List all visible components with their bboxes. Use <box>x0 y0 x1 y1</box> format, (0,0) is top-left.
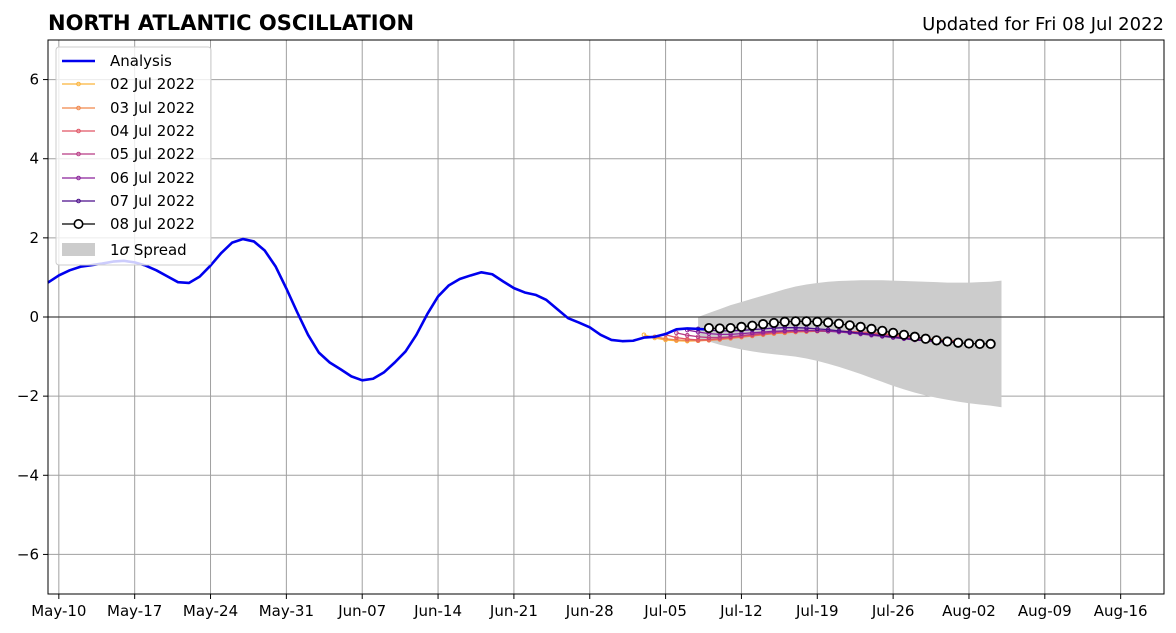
legend-label-04-jul: 04 Jul 2022 <box>110 122 195 140</box>
x-tick-label-2: May-24 <box>183 602 238 620</box>
latest-point-1 <box>714 323 725 334</box>
legend-item-07-jul: 07 Jul 2022 <box>62 192 195 210</box>
y-tick-label-2: −2 <box>17 387 39 405</box>
latest-point-11 <box>823 317 834 328</box>
legend: Analysis 02 Jul 2022 03 Jul 2022 04 Jul … <box>55 46 212 266</box>
latest-point-4 <box>747 320 758 331</box>
y-tick-label-5: 4 <box>29 150 39 168</box>
x-tick-label-7: Jun-28 <box>565 602 614 620</box>
legend-box <box>55 46 212 266</box>
latest-point-6 <box>768 317 780 329</box>
legend-item-02-jul: 02 Jul 2022 <box>62 75 195 93</box>
x-tick-label-11: Jul-26 <box>871 602 915 620</box>
y-tick-label-0: −6 <box>17 545 39 563</box>
y-tick-label-3: 0 <box>29 308 39 326</box>
y-axis: −6 −4 −2 0 2 4 6 <box>17 71 48 563</box>
legend-item-03-jul: 03 Jul 2022 <box>62 99 195 117</box>
latest-point-10 <box>812 316 823 327</box>
series-lines <box>47 237 996 382</box>
forecast-point-4-10 <box>793 328 798 333</box>
latest-point-21 <box>931 335 942 346</box>
latest-point-8 <box>790 316 801 327</box>
legend-label-05-jul: 05 Jul 2022 <box>110 145 195 163</box>
forecast-point-3-0 <box>674 330 679 336</box>
x-tick-label-12: Aug-02 <box>942 602 996 620</box>
x-tick-label-13: Aug-09 <box>1018 602 1072 620</box>
latest-point-20 <box>920 333 931 344</box>
x-tick-label-8: Jul-05 <box>643 602 687 620</box>
legend-label-06-jul: 06 Jul 2022 <box>110 169 195 187</box>
forecast-point-3-2 <box>695 334 701 340</box>
legend-label-analysis: Analysis <box>110 52 172 70</box>
x-tick-label-0: May-10 <box>31 602 86 620</box>
latest-point-25 <box>974 338 985 350</box>
legend-item-analysis: Analysis <box>62 52 172 70</box>
latest-point-2 <box>725 322 736 334</box>
y-tick-label-1: −4 <box>17 466 39 484</box>
legend-label-03-jul: 03 Jul 2022 <box>110 99 195 117</box>
forecast-point-2-1 <box>674 335 679 340</box>
latest-point-26 <box>985 338 996 350</box>
x-tick-label-6: Jun-21 <box>489 602 538 620</box>
legend-item-08-jul: 08 Jul 2022 <box>62 215 195 233</box>
latest-point-9 <box>801 316 812 327</box>
forecast-point-5-12 <box>825 327 831 332</box>
y-tick-label-4: 2 <box>29 229 39 247</box>
latest-point-22 <box>942 336 953 347</box>
forecast-point-5-11 <box>814 326 820 332</box>
chart-subtitle: Updated for Fri 08 Jul 2022 <box>922 14 1164 35</box>
legend-item-04-jul: 04 Jul 2022 <box>62 122 195 140</box>
latest-point-16 <box>877 325 888 336</box>
x-tick-label-4: Jun-07 <box>337 602 386 620</box>
latest-point-15 <box>866 323 877 334</box>
legend-item-spread: 1σ Spread <box>62 241 187 259</box>
legend-label-02-jul: 02 Jul 2022 <box>110 75 195 93</box>
latest-point-13 <box>844 320 855 331</box>
latest-point-7 <box>779 316 790 327</box>
legend-label-spread: 1σ Spread <box>110 241 187 259</box>
x-tick-label-9: Jul-12 <box>719 602 763 620</box>
forecast-point-3-1 <box>684 332 690 338</box>
latest-point-0 <box>703 322 715 334</box>
latest-point-17 <box>888 327 899 338</box>
latest-point-24 <box>963 338 975 349</box>
x-tick-label-5: Jun-14 <box>413 602 462 620</box>
x-axis: May-10 May-17 May-24 May-31 Jun-07 Jun-14 Jun-… <box>31 594 1148 620</box>
x-tick-label-1: May-17 <box>107 602 162 620</box>
latest-point-5 <box>758 319 769 330</box>
chart-title: NORTH ATLANTIC OSCILLATION <box>48 11 414 35</box>
y-tick-label-6: 6 <box>29 71 39 89</box>
x-tick-label-10: Jul-19 <box>795 602 839 620</box>
latest-point-23 <box>953 337 964 348</box>
legend-label-08-jul: 08 Jul 2022 <box>110 215 195 233</box>
x-tick-label-3: May-31 <box>259 602 314 620</box>
legend-item-05-jul: 05 Jul 2022 <box>62 145 195 163</box>
latest-point-14 <box>855 321 866 332</box>
forecast-point-5-13 <box>836 328 842 334</box>
latest-point-18 <box>898 329 910 340</box>
legend-label-07-jul: 07 Jul 2022 <box>110 192 195 210</box>
legend-item-06-jul: 06 Jul 2022 <box>62 169 195 187</box>
latest-point-19 <box>909 331 920 342</box>
x-tick-label-14: Aug-16 <box>1094 602 1148 620</box>
latest-point-3 <box>736 321 747 332</box>
latest-point-12 <box>833 318 845 329</box>
analysis-line <box>47 237 710 382</box>
spread-area <box>698 280 1002 408</box>
spread-band <box>698 280 1002 408</box>
